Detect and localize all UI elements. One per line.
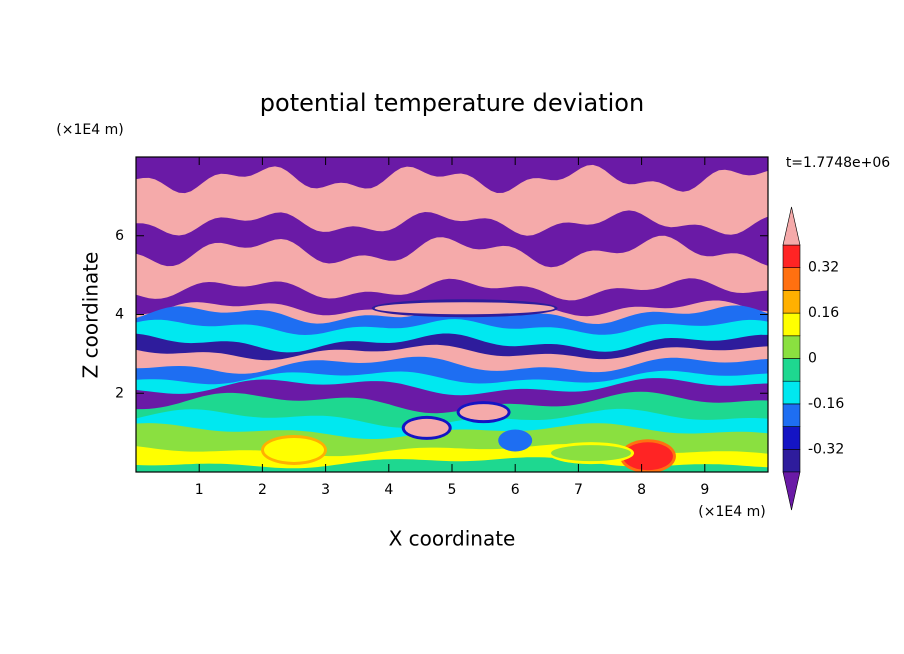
colorbar-segment bbox=[782, 312, 801, 337]
y-tick-label: 6 bbox=[115, 228, 124, 244]
x-unit: (×1E4 m) bbox=[698, 504, 765, 520]
colorbar-segment bbox=[782, 267, 801, 291]
colorbar-extend-high bbox=[782, 206, 801, 246]
x-tick-label: 4 bbox=[384, 482, 393, 498]
colorbar-segment bbox=[782, 426, 801, 450]
x-axis-label: X coordinate bbox=[389, 527, 516, 551]
colorbar-extend-low bbox=[782, 471, 801, 511]
annotation: t=1.7748e+06 bbox=[786, 155, 890, 171]
y-tick-label: 4 bbox=[115, 307, 124, 323]
colorbar-segment bbox=[782, 358, 801, 382]
y-unit: (×1E4 m) bbox=[56, 122, 123, 138]
x-tick-label: 7 bbox=[574, 482, 583, 498]
colorbar-tick-label: 0.16 bbox=[808, 305, 839, 321]
colorbar-tick-label: -0.32 bbox=[808, 441, 844, 457]
colorbar-segment bbox=[782, 244, 801, 269]
field-blob bbox=[459, 404, 508, 421]
field-blob bbox=[264, 437, 324, 462]
field-blob bbox=[551, 445, 632, 462]
x-tick-label: 9 bbox=[700, 482, 709, 498]
x-tick-label: 3 bbox=[321, 482, 330, 498]
y-axis-label: Z coordinate bbox=[79, 252, 103, 379]
x-tick-label: 2 bbox=[258, 482, 267, 498]
x-tick-label: 1 bbox=[195, 482, 204, 498]
colorbar-segment bbox=[782, 290, 801, 314]
x-tick-label: 5 bbox=[448, 482, 457, 498]
chart-title: potential temperature deviation bbox=[260, 89, 644, 117]
colorbar-tick-label: 0 bbox=[808, 351, 817, 367]
colorbar-segment bbox=[782, 448, 801, 473]
field-blob bbox=[622, 442, 673, 471]
field-blob bbox=[501, 432, 530, 449]
x-tick-label: 6 bbox=[511, 482, 520, 498]
colorbar-tick-label: 0.32 bbox=[808, 260, 839, 276]
colorbar-segment bbox=[782, 380, 801, 405]
colorbar-segment bbox=[782, 403, 801, 427]
field-blob bbox=[404, 418, 449, 437]
colorbar-segment bbox=[782, 335, 801, 359]
y-tick-label: 2 bbox=[115, 385, 124, 401]
field-blob bbox=[374, 302, 555, 315]
x-tick-label: 8 bbox=[637, 482, 646, 498]
colorbar-tick-label: -0.16 bbox=[808, 396, 844, 412]
contour-field bbox=[136, 157, 768, 472]
